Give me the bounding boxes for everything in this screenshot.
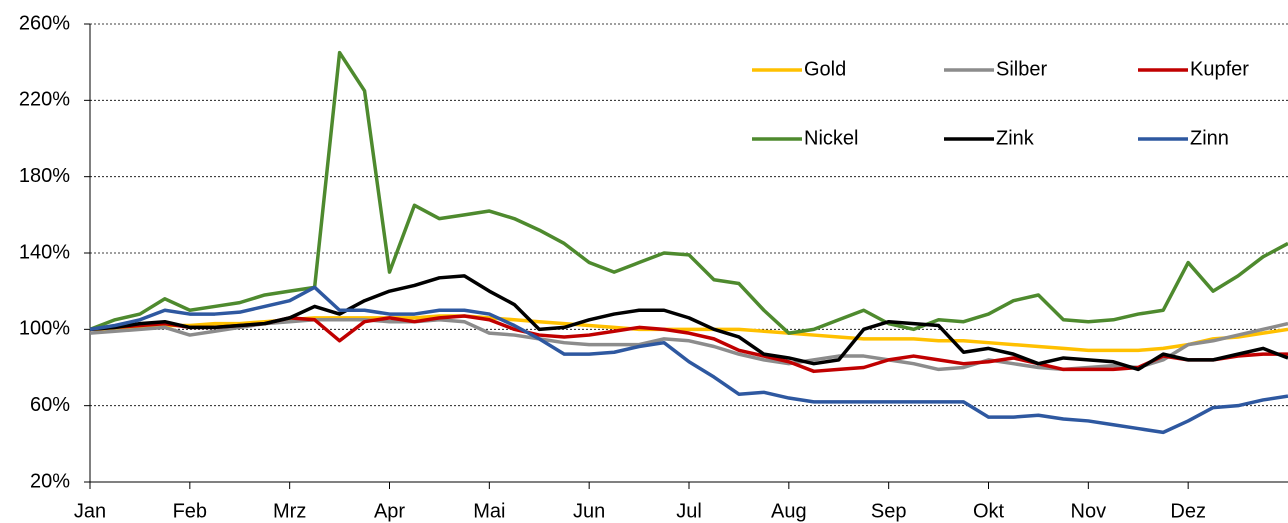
x-tick-label: Mrz [273, 500, 306, 522]
y-tick-label: 180% [19, 165, 70, 187]
x-tick-label: Mai [473, 500, 505, 522]
x-tick-label: Jan [74, 500, 106, 522]
x-tick-label: Nov [1071, 500, 1107, 522]
y-tick-label: 20% [30, 470, 70, 492]
series-line [90, 314, 1288, 353]
x-tick-label: Okt [973, 500, 1005, 522]
legend-label: Zink [996, 127, 1035, 149]
x-tick-label: Aug [771, 500, 807, 522]
legend-label: Kupfer [1190, 58, 1249, 80]
y-tick-label: 60% [30, 394, 70, 416]
series-line [89, 274, 1288, 372]
legend-label: Nickel [804, 127, 858, 149]
legend-label: Gold [804, 58, 846, 80]
legend-label: Zinn [1190, 127, 1229, 149]
x-tick-label: Jun [573, 500, 605, 522]
series-line [89, 285, 1288, 435]
legend-label: Silber [996, 58, 1047, 80]
x-tick-label: Apr [374, 500, 405, 522]
x-tick-label: Sep [871, 500, 907, 522]
y-tick-label: 100% [19, 318, 70, 340]
x-tick-label: Feb [173, 500, 207, 522]
series-line [89, 50, 1288, 335]
series-line [89, 318, 1288, 372]
y-tick-label: 260% [19, 12, 70, 34]
x-tick-label: Dez [1170, 500, 1206, 522]
x-tick-label: Jul [676, 500, 702, 522]
y-tick-label: 220% [19, 89, 70, 111]
y-tick-label: 140% [19, 241, 70, 263]
